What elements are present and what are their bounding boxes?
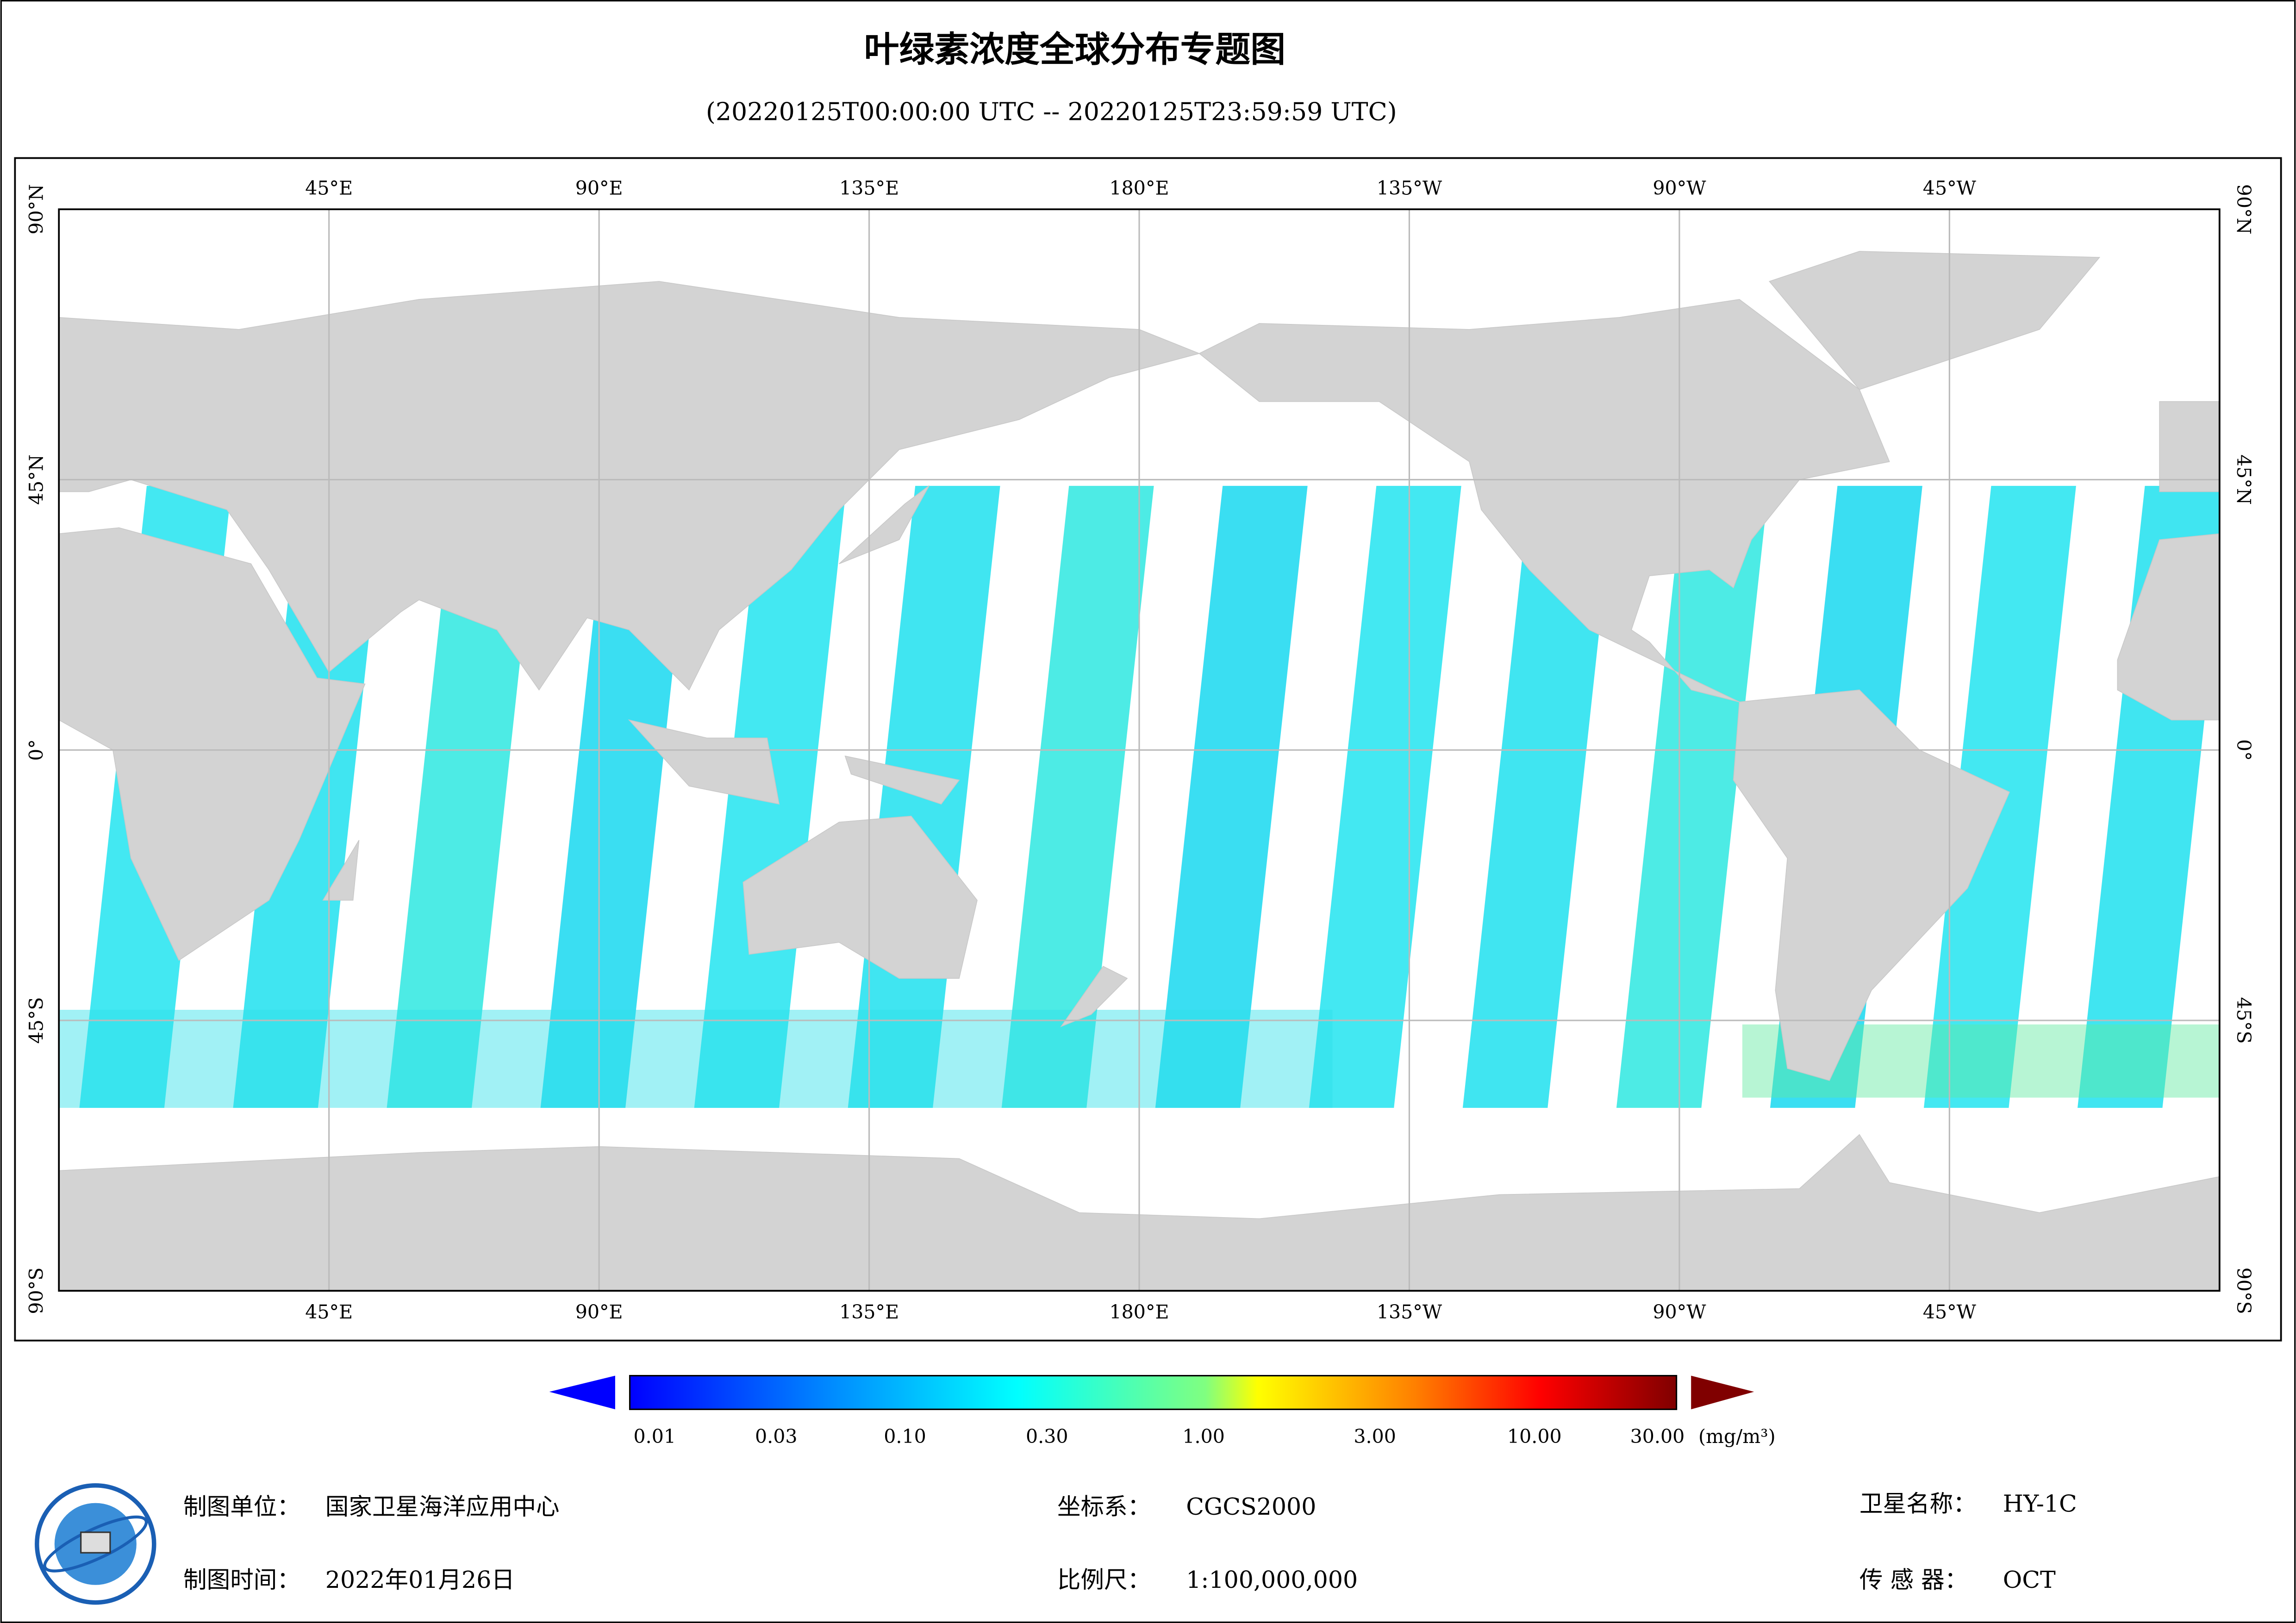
lon-label: 45°E [305,1301,353,1323]
lat-label: 0° [2233,739,2255,761]
lon-label: 90°W [1653,1301,1706,1323]
data-swath [1616,485,1769,1108]
lat-label: 90°N [25,184,47,235]
subtitle: (20220125T00:00:00 UTC -- 20220125T23:59… [706,97,1397,126]
lat-label: 90°S [2233,1268,2255,1314]
footer-label: 比例尺： [1057,1566,1151,1593]
lon-label: 90°E [575,177,623,199]
colorbar-label: 0.30 [1026,1425,1068,1448]
colorbar-label: 30.00 [1630,1425,1685,1448]
land [1060,966,1128,1027]
map [59,209,2220,1291]
footer-value: 国家卫星海洋应用中心 [325,1493,560,1520]
lon-label: 45°W [1923,1301,1977,1323]
data-swath [1155,485,1308,1108]
colorbar-high-arrow [1691,1375,1754,1410]
footer-value: OCT [2003,1566,2056,1593]
footer-label: 制图单位： [183,1493,300,1520]
footer-value: 2022年01月26日 [325,1566,515,1593]
lat-label: 45°S [2233,997,2255,1044]
land [2117,533,2220,721]
footer-label: 制图时间： [183,1566,300,1593]
land [742,815,978,979]
lat-label: 90°S [25,1268,47,1314]
lon-label: 90°W [1653,177,1706,199]
graticule-labels: 45°E 45°E 90°E 90°E 135°E 135°E 180°E 180°E 135°… [25,177,2254,1324]
footer-label: 传 感 器： [1859,1566,1968,1593]
data-swath [1309,485,1461,1108]
map-border [58,208,2221,1292]
colorbar-label: 3.00 [1354,1425,1396,1448]
data-swath [1462,485,1615,1108]
data-swath [1001,485,1154,1108]
lon-label: 135°W [1377,177,1442,199]
land [59,281,1201,691]
land [59,527,366,961]
lon-label: 135°E [839,177,899,199]
land [1769,251,2101,390]
colorbar-low-arrow [549,1375,615,1410]
land [839,485,930,564]
lon-label: 45°W [1923,177,1977,199]
footer-value: 1:100,000,000 [1186,1566,1358,1593]
lon-label: 180°E [1110,1301,1169,1323]
land [2159,401,2220,492]
lon-label: 45°E [305,177,353,199]
land [1733,690,2010,1081]
footer-label: 坐标系： [1057,1493,1151,1520]
colorbar-label: 1.00 [1182,1425,1225,1448]
colorbar-label: 10.00 [1507,1425,1562,1448]
land [844,755,960,805]
lat-label: 90°N [2233,184,2255,235]
lat-label: 45°N [2233,454,2255,505]
footer-value: CGCS2000 [1186,1493,1316,1520]
lat-label: 45°N [25,454,47,505]
colorbar-label: 0.01 [634,1425,676,1448]
title: 叶绿素浓度全球分布专题图 [864,29,1286,70]
lon-label: 135°W [1377,1301,1442,1323]
lat-label: 45°S [25,997,47,1044]
data-swath [387,485,539,1108]
land [322,840,360,901]
lat-label: 0° [25,739,47,761]
logo [35,1483,156,1605]
land [628,719,780,805]
colorbar-labels: 0.01 0.03 0.10 0.30 1.00 3.00 10.00 30.00 [634,1425,1685,1448]
data-band [59,1009,1333,1108]
footer-label: 卫星名称： [1859,1490,1977,1517]
lon-label: 180°E [1110,177,1169,199]
colorbar-unit: (mg/m³) [1698,1425,1776,1448]
lon-label: 90°E [575,1301,623,1323]
colorbar-label: 0.03 [755,1425,798,1448]
land [1198,299,1890,703]
lon-label: 135°E [839,1301,899,1323]
footer-value: HY-1C [2003,1490,2077,1517]
colorbar [629,1374,1678,1410]
colorbar-label: 0.10 [884,1425,926,1448]
